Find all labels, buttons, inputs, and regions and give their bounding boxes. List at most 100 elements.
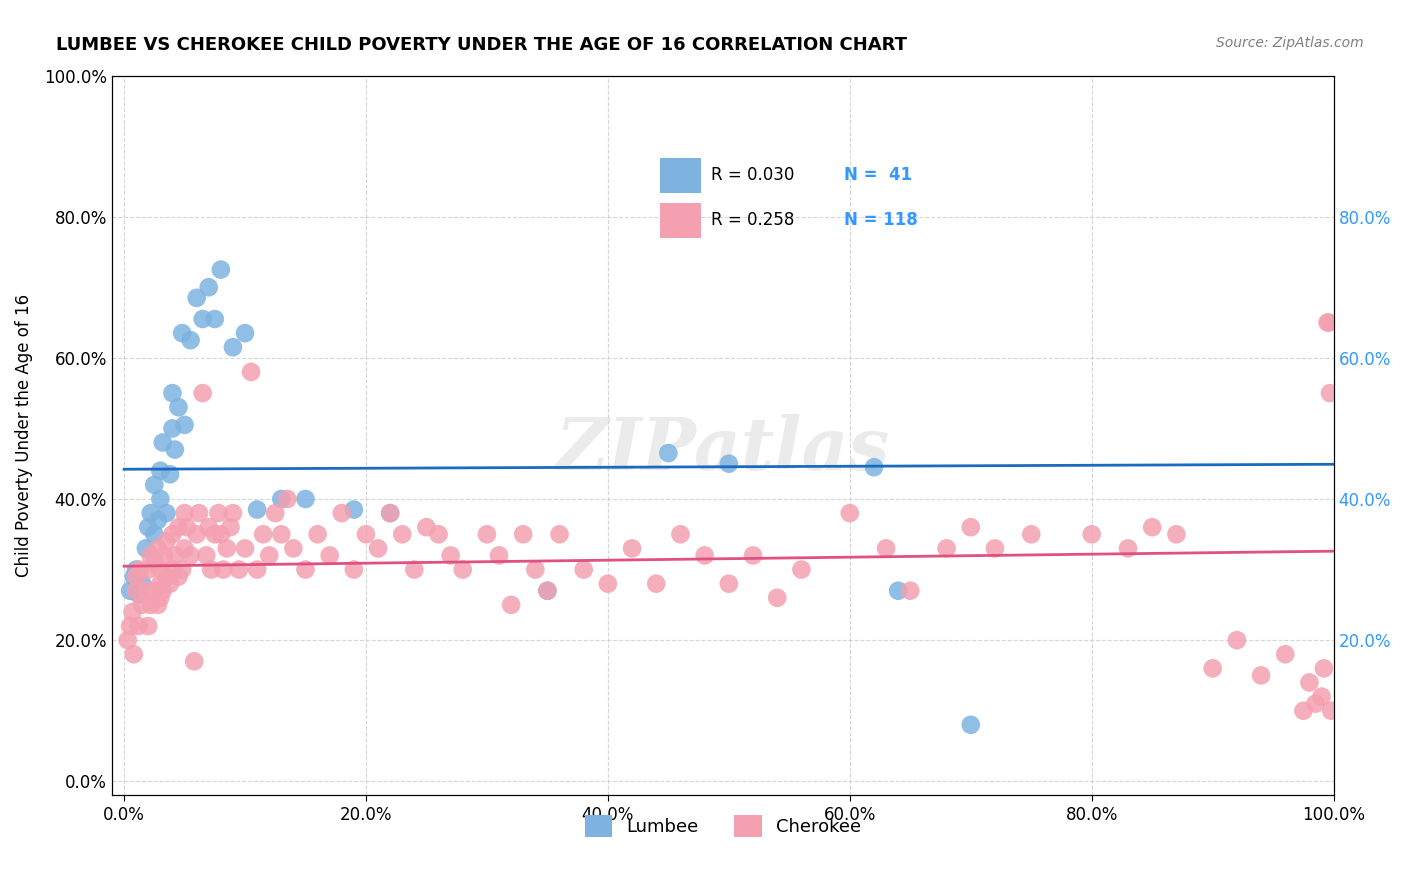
Lumbee (152, 435, 174, 450)
Cherokee (167, 569, 190, 583)
Cherokee (512, 527, 534, 541)
Cherokee (354, 527, 377, 541)
Cherokee (191, 386, 214, 401)
Cherokee (215, 541, 238, 556)
Lumbee (172, 326, 194, 340)
Lumbee (270, 491, 292, 506)
Cherokee (1019, 527, 1042, 541)
Cherokee (153, 549, 176, 563)
Cherokee (1166, 527, 1188, 541)
Cherokee (380, 506, 402, 520)
Cherokee (415, 520, 437, 534)
Lumbee (863, 460, 886, 475)
Cherokee (228, 563, 250, 577)
Cherokee (343, 563, 366, 577)
Cherokee (135, 583, 157, 598)
Cherokee (404, 563, 426, 577)
Cherokee (475, 527, 498, 541)
Cherokee (143, 583, 166, 598)
Lumbee (536, 583, 558, 598)
Cherokee (155, 534, 177, 549)
Cherokee (212, 563, 235, 577)
Cherokee (1140, 520, 1163, 534)
Lumbee (294, 491, 316, 506)
Cherokee (621, 541, 644, 556)
Cherokee (209, 527, 232, 541)
Cherokee (548, 527, 571, 541)
Lumbee (191, 312, 214, 326)
Cherokee (717, 576, 740, 591)
Lumbee (887, 583, 910, 598)
Lumbee (155, 506, 177, 520)
Cherokee (176, 520, 198, 534)
Lumbee (146, 513, 169, 527)
Cherokee (149, 563, 172, 577)
Lumbee (163, 442, 186, 457)
Y-axis label: Child Poverty Under the Age of 16: Child Poverty Under the Age of 16 (15, 293, 32, 577)
Lumbee (135, 541, 157, 556)
Cherokee (183, 654, 205, 668)
Cherokee (1274, 647, 1296, 661)
Cherokee (125, 569, 148, 583)
Cherokee (246, 563, 269, 577)
Lumbee (380, 506, 402, 520)
Text: Source: ZipAtlas.com: Source: ZipAtlas.com (1216, 36, 1364, 50)
Cherokee (1316, 316, 1339, 330)
Cherokee (186, 527, 208, 541)
Cherokee (173, 506, 195, 520)
Lumbee (209, 262, 232, 277)
Lumbee (197, 280, 219, 294)
Cherokee (693, 549, 716, 563)
Cherokee (252, 527, 274, 541)
Cherokee (172, 563, 194, 577)
Cherokee (669, 527, 692, 541)
Lumbee (149, 464, 172, 478)
Cherokee (270, 527, 292, 541)
Cherokee (488, 549, 510, 563)
Cherokee (742, 549, 765, 563)
Cherokee (120, 619, 142, 633)
Cherokee (121, 605, 143, 619)
Cherokee (898, 583, 921, 598)
Cherokee (1310, 690, 1333, 704)
Cherokee (935, 541, 957, 556)
Cherokee (128, 619, 150, 633)
Cherokee (264, 506, 287, 520)
Lumbee (162, 421, 184, 435)
Cherokee (1080, 527, 1102, 541)
Cherokee (1202, 661, 1225, 675)
Cherokee (1298, 675, 1320, 690)
Cherokee (766, 591, 789, 605)
Cherokee (875, 541, 897, 556)
Cherokee (1305, 697, 1327, 711)
Lumbee (222, 340, 245, 354)
Cherokee (139, 549, 162, 563)
Cherokee (330, 506, 353, 520)
Cherokee (146, 598, 169, 612)
Cherokee (283, 541, 305, 556)
Cherokee (307, 527, 329, 541)
Cherokee (149, 591, 172, 605)
Lumbee (717, 457, 740, 471)
Cherokee (122, 647, 145, 661)
Cherokee (276, 491, 298, 506)
Cherokee (152, 583, 174, 598)
Cherokee (200, 563, 222, 577)
Cherokee (149, 576, 172, 591)
Lumbee (143, 478, 166, 492)
Cherokee (163, 549, 186, 563)
Cherokee (1320, 704, 1343, 718)
Cherokee (162, 563, 184, 577)
Cherokee (427, 527, 450, 541)
Cherokee (143, 556, 166, 570)
Cherokee (146, 541, 169, 556)
Lumbee (162, 386, 184, 401)
Cherokee (790, 563, 813, 577)
Legend: Lumbee, Cherokee: Lumbee, Cherokee (578, 807, 869, 844)
Cherokee (1317, 316, 1340, 330)
Lumbee (122, 569, 145, 583)
Lumbee (343, 502, 366, 516)
Cherokee (139, 598, 162, 612)
Lumbee (657, 446, 679, 460)
Cherokee (1250, 668, 1272, 682)
